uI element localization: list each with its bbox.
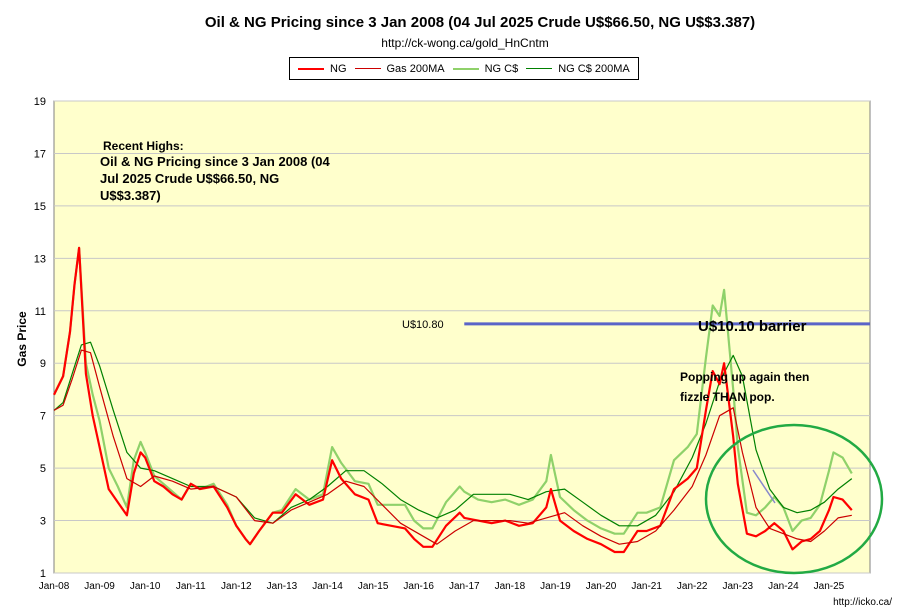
chart-legend: NG Gas 200MA NG C$ NG C$ 200MA bbox=[289, 57, 639, 80]
legend-item-ng-cad-200ma: NG C$ 200MA bbox=[526, 63, 630, 75]
x-tick-label: Jan-08 bbox=[39, 581, 70, 592]
barrier-left-label: U$10.80 bbox=[402, 319, 444, 331]
popping-line-1: Popping up again then bbox=[680, 370, 809, 384]
barrier-group: U$10.80 U$10.10 barrier bbox=[402, 318, 870, 335]
series-line-gas-200ma bbox=[53, 349, 852, 545]
legend-swatch-gas-200ma bbox=[354, 68, 381, 69]
x-tick-label: Jan-11 bbox=[176, 581, 206, 592]
y-tick-label: 11 bbox=[35, 306, 46, 318]
annotation-arrow bbox=[752, 469, 776, 504]
recent-highs-line-2: Jul 2025 Crude U$$66.50, NG bbox=[100, 171, 279, 186]
recent-highs-heading: Recent Highs: bbox=[103, 139, 184, 153]
series-line-ng-c-200ma bbox=[53, 341, 853, 527]
x-tick-label: Jan-15 bbox=[358, 581, 389, 592]
series-line-ng bbox=[53, 246, 853, 554]
x-tick-label: Jan-17 bbox=[449, 581, 480, 592]
y-axis-label: Gas Price bbox=[15, 311, 29, 367]
legend-label-ng-cad-200ma: NG C$ 200MA bbox=[558, 62, 630, 75]
x-tick-label: Jan-19 bbox=[540, 581, 571, 592]
x-tick-label: Jan-10 bbox=[130, 581, 161, 592]
x-tick-label: Jan-24 bbox=[768, 581, 799, 592]
legend-item-gas-200ma: Gas 200MA bbox=[354, 62, 445, 75]
legend-swatch-ng-cad bbox=[452, 67, 479, 70]
chart-subtitle: http://ck-wong.ca/gold_HnCntm bbox=[381, 36, 549, 50]
y-tick-label: 17 bbox=[34, 148, 46, 160]
footer-credit: http://icko.ca/ bbox=[833, 597, 892, 608]
x-tick-label: Jan-18 bbox=[495, 581, 526, 592]
popping-line-2: fizzle THAN pop. bbox=[680, 390, 775, 404]
x-tick-labels: Jan-08 Jan-09 Jan-10 Jan-11 Jan-12 Jan-13 Jan-… bbox=[39, 581, 845, 592]
legend-item-ng-cad: NG C$ bbox=[452, 62, 519, 75]
x-tick-label: Jan-14 bbox=[312, 581, 343, 592]
x-tick-label: Jan-23 bbox=[723, 581, 754, 592]
grid-lines bbox=[54, 100, 870, 574]
y-tick-label: 19 bbox=[34, 96, 46, 108]
recent-highs-line-3: U$$3.387) bbox=[100, 188, 161, 203]
x-tick-label: Jan-25 bbox=[814, 581, 845, 592]
legend-label-gas-200ma: Gas 200MA bbox=[386, 62, 445, 75]
highlight-circle bbox=[704, 423, 884, 575]
x-tick-label: Jan-22 bbox=[677, 581, 708, 592]
x-tick-label: Jan-21 bbox=[631, 581, 662, 592]
recent-highs-annotation: Recent Highs: Oil & NG Pricing since 3 J… bbox=[100, 139, 331, 203]
legend-item-ng: NG bbox=[298, 63, 347, 75]
y-tick-label: 1 bbox=[40, 568, 46, 580]
y-tick-label: 13 bbox=[34, 253, 46, 265]
series-line-ng-c- bbox=[53, 246, 853, 546]
y-tick-label: 3 bbox=[40, 516, 46, 528]
series-group bbox=[53, 246, 853, 554]
x-tick-label: Jan-09 bbox=[84, 581, 115, 592]
x-tick-label: Jan-16 bbox=[403, 581, 434, 592]
barrier-right-label: U$10.10 barrier bbox=[698, 318, 807, 335]
y-tick-label: 9 bbox=[40, 358, 46, 370]
y-tick-label: 15 bbox=[34, 201, 46, 213]
legend-swatch-ng bbox=[298, 67, 324, 70]
chart-title: Oil & NG Pricing since 3 Jan 2008 (04 Ju… bbox=[204, 14, 756, 31]
legend-label-ng-cad: NG C$ bbox=[484, 62, 519, 75]
recent-highs-line-1: Oil & NG Pricing since 3 Jan 2008 (04 bbox=[100, 154, 331, 169]
popping-annotation: Popping up again then fizzle THAN pop. bbox=[680, 370, 809, 404]
legend-label-ng: NG bbox=[330, 62, 347, 75]
x-tick-label: Jan-12 bbox=[221, 581, 252, 592]
x-tick-label: Jan-20 bbox=[586, 581, 617, 592]
x-tick-label: Jan-13 bbox=[267, 581, 298, 592]
legend-swatch-ng-cad-200ma bbox=[526, 68, 553, 69]
plot-area bbox=[53, 100, 871, 574]
y-tick-label: 7 bbox=[40, 411, 46, 423]
y-tick-label: 5 bbox=[40, 463, 46, 475]
